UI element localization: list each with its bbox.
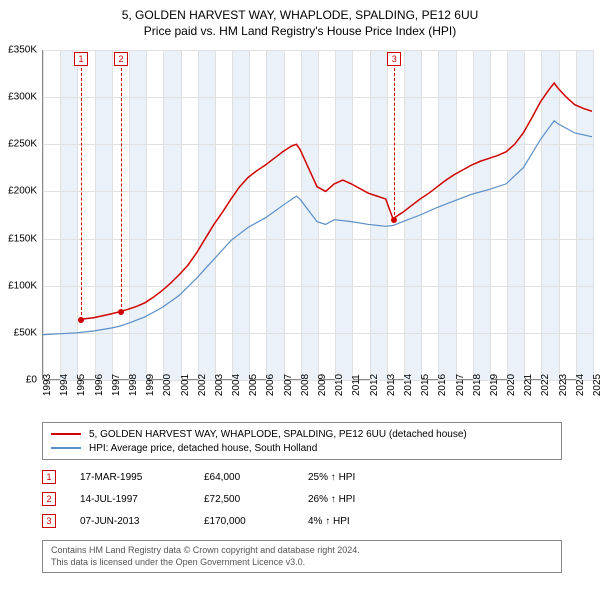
sale-marker-line [121,68,122,312]
y-tick-label: £250K [0,139,37,150]
sale-marker-1: 1 [74,52,88,66]
sale-price: £72,500 [204,494,284,505]
series-hpi [42,121,592,335]
footer-attribution: Contains HM Land Registry data © Crown c… [42,540,562,573]
sale-marker-line [81,68,82,320]
y-tick-label: £100K [0,280,37,291]
sales-table: 1 17-MAR-1995 £64,000 25% ↑ HPI 2 14-JUL-1997… [42,466,562,532]
sale-price: £170,000 [204,516,284,527]
sale-marker-dot [78,317,84,323]
legend-label: 5, GOLDEN HARVEST WAY, WHAPLODE, SPALDIN… [89,429,467,440]
sale-row: 3 07-JUN-2013 £170,000 4% ↑ HPI [42,510,562,532]
x-tick-label: 2025 [592,374,600,396]
sale-row: 1 17-MAR-1995 £64,000 25% ↑ HPI [42,466,562,488]
sale-marker-line [394,68,395,220]
chart-area: 123 £0£50K£100K£150K£200K£250K£300K£350K… [42,50,592,380]
y-tick-label: £0 [0,375,37,386]
sale-marker-3: 3 [387,52,401,66]
sale-marker-2: 2 [114,52,128,66]
legend-swatch [51,447,81,449]
legend-row: 5, GOLDEN HARVEST WAY, WHAPLODE, SPALDIN… [51,427,553,441]
chart-lines [42,50,592,380]
title-address: 5, GOLDEN HARVEST WAY, WHAPLODE, SPALDIN… [0,8,600,22]
sale-date: 17-MAR-1995 [80,472,180,483]
y-tick-label: £300K [0,92,37,103]
y-tick-label: £50K [0,327,37,338]
y-tick-label: £150K [0,233,37,244]
gridline-v [593,50,594,380]
sale-diff: 4% ↑ HPI [308,516,408,527]
sale-diff: 25% ↑ HPI [308,472,408,483]
sale-date: 14-JUL-1997 [80,494,180,505]
title-subtitle: Price paid vs. HM Land Registry's House … [0,24,600,38]
sale-date: 07-JUN-2013 [80,516,180,527]
series-property [80,83,592,320]
legend-swatch [51,433,81,435]
y-tick-label: £350K [0,45,37,56]
sale-price: £64,000 [204,472,284,483]
y-tick-label: £200K [0,186,37,197]
sale-row: 2 14-JUL-1997 £72,500 26% ↑ HPI [42,488,562,510]
legend-label: HPI: Average price, detached house, Sout… [89,443,317,454]
title-block: 5, GOLDEN HARVEST WAY, WHAPLODE, SPALDIN… [0,0,600,42]
sale-row-marker: 1 [42,470,56,484]
sale-marker-dot [118,309,124,315]
sale-row-marker: 3 [42,514,56,528]
legend-row: HPI: Average price, detached house, Sout… [51,441,553,455]
sale-diff: 26% ↑ HPI [308,494,408,505]
sale-row-marker: 2 [42,492,56,506]
footer-line1: Contains HM Land Registry data © Crown c… [51,545,553,557]
chart-container: 5, GOLDEN HARVEST WAY, WHAPLODE, SPALDIN… [0,0,600,590]
sale-marker-dot [391,217,397,223]
legend: 5, GOLDEN HARVEST WAY, WHAPLODE, SPALDIN… [42,422,562,460]
footer-line2: This data is licensed under the Open Gov… [51,557,553,569]
